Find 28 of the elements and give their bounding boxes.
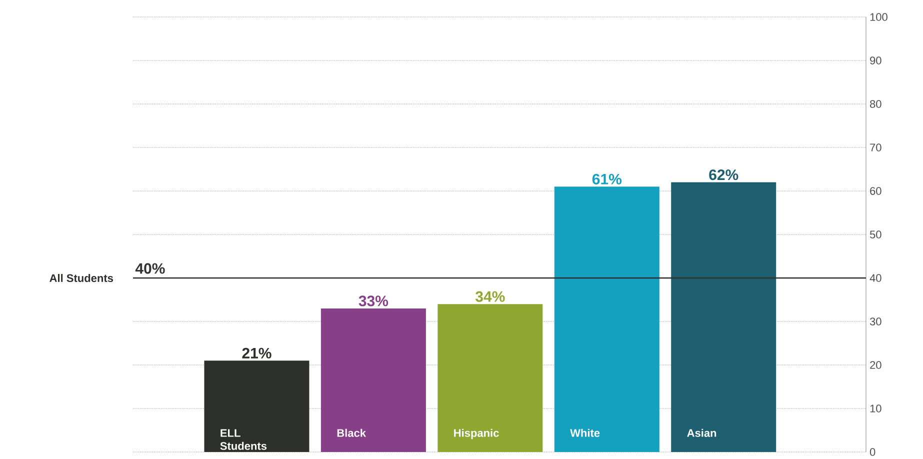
y-tick-label: 10: [870, 404, 882, 412]
bar: [554, 186, 660, 452]
y-tick-label: 30: [870, 318, 882, 326]
bar: [671, 182, 776, 452]
data-label: 21%: [242, 348, 272, 358]
data-label: 61%: [592, 174, 622, 184]
y-tick-label: 50: [870, 230, 882, 238]
bar: [320, 308, 426, 452]
y-tick-label: 40: [870, 274, 882, 282]
y-tick-label: 60: [870, 187, 882, 195]
y-tick-label: 80: [870, 100, 882, 108]
x-tick-label: Hispanic: [454, 428, 499, 439]
data-label: 33%: [358, 295, 388, 306]
x-tick-label: Black: [337, 428, 366, 437]
y-tick-label: 20: [870, 361, 882, 369]
annotation: 40%: [135, 263, 165, 274]
bar: [204, 360, 310, 452]
data-label: 62%: [709, 169, 738, 180]
y-tick-label: 100: [870, 13, 888, 21]
x-tick-label: ELL Students: [220, 429, 267, 450]
x-tick-label: Asian: [687, 428, 716, 437]
bar: [438, 304, 543, 452]
y-tick-label: 70: [870, 144, 882, 152]
ref-line-label: All Students: [50, 274, 114, 282]
x-tick-label: White: [570, 428, 600, 437]
data-label: 34%: [476, 291, 505, 302]
y-tick-label: 0: [870, 448, 876, 456]
y-tick-label: 90: [870, 56, 882, 64]
